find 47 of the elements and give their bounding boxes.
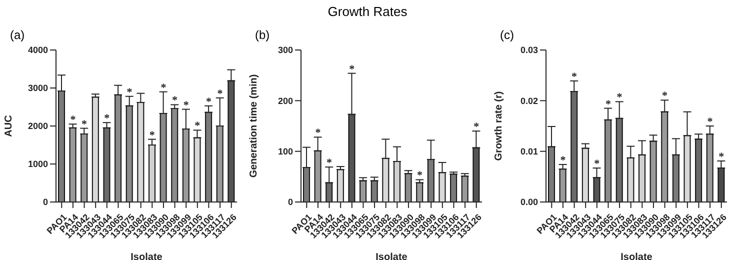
- y-axis-title: AUC: [4, 115, 15, 137]
- y-tick-label: 100: [278, 146, 293, 157]
- annotation: *: [605, 98, 612, 110]
- annotation: *: [417, 170, 424, 182]
- y-tick-label: 1000: [28, 159, 48, 170]
- chart-title: (a): [10, 28, 25, 42]
- annotation: *: [206, 96, 212, 108]
- y-tick-label: 2000: [28, 121, 48, 132]
- y-tick-label: 4000: [28, 45, 48, 56]
- annotation: *: [474, 121, 480, 134]
- annotation: *: [126, 86, 133, 98]
- annotation: *: [560, 154, 566, 167]
- x-axis-title: Isolate: [376, 252, 408, 260]
- annotation: *: [707, 116, 714, 128]
- annotation: *: [194, 120, 201, 132]
- y-tick-label: 0.00: [520, 197, 538, 208]
- y-tick-label: 0.02: [520, 96, 538, 106]
- y-tick-label: 300: [278, 45, 293, 56]
- text: Growth Rates: [326, 3, 408, 21]
- y-tick-label: 0.01: [520, 146, 538, 157]
- annotation: *: [326, 157, 333, 170]
- y-tick-label: 0: [288, 197, 293, 208]
- annotation: *: [349, 63, 356, 76]
- annotation: *: [315, 127, 322, 140]
- chart-title: (b): [255, 28, 270, 42]
- annotation: *: [160, 82, 167, 94]
- annotation: *: [662, 90, 668, 102]
- annotation: *: [104, 112, 110, 125]
- annotation: *: [183, 99, 190, 112]
- y-axis-title: Generation time (min): [248, 74, 260, 178]
- annotation: *: [594, 158, 600, 170]
- annotation: *: [149, 129, 156, 142]
- y-tick-label: 0: [42, 197, 48, 208]
- annotation: *: [718, 150, 725, 163]
- annotation: *: [616, 92, 623, 104]
- x-axis-title: Isolate: [130, 252, 163, 260]
- y-tick-label: 200: [278, 96, 293, 106]
- y-axis-title: Growth rate (r): [494, 91, 505, 161]
- annotation: *: [217, 88, 224, 100]
- x-axis-title: Isolate: [620, 252, 653, 260]
- y-tick-label: 0.03: [520, 45, 538, 56]
- annotation: *: [172, 94, 178, 107]
- y-tick-label: 3000: [28, 83, 48, 94]
- annotation: *: [572, 70, 578, 83]
- annotation: *: [70, 114, 76, 126]
- annotation: *: [82, 118, 88, 130]
- chart-title: (c): [500, 28, 514, 42]
